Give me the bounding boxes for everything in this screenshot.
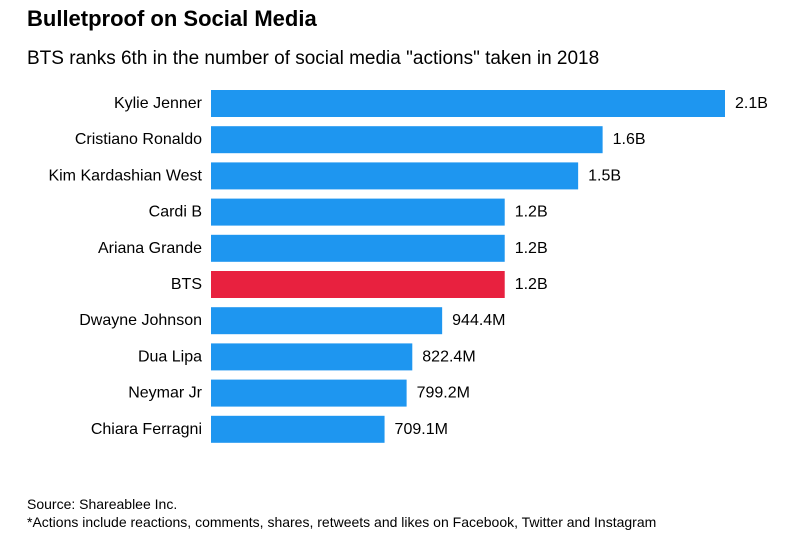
bar — [211, 162, 579, 190]
bar — [211, 234, 505, 262]
bar — [211, 126, 603, 154]
bar — [211, 415, 385, 443]
bar — [211, 198, 505, 226]
category-label: Neymar Jr — [128, 385, 202, 402]
chart-footer: Source: Shareablee Inc. *Actions include… — [27, 495, 656, 531]
chart-subtitle: BTS ranks 6th in the number of social me… — [27, 48, 600, 69]
bar — [211, 379, 407, 407]
bar — [211, 343, 413, 371]
bar — [211, 90, 725, 117]
value-label: 822.4M — [422, 348, 475, 365]
category-label: Dwayne Johnson — [79, 312, 202, 329]
category-label: Dua Lipa — [138, 348, 202, 365]
value-label: 1.2B — [515, 240, 548, 257]
value-label: 1.2B — [515, 204, 548, 221]
bar-chart: Kylie Jenner 2.1B Cristiano Ronaldo 1.6B Kim… — [48, 90, 768, 443]
chart-title: Bulletproof on Social Media — [27, 6, 317, 31]
footnote: *Actions include reactions, comments, sh… — [27, 514, 657, 530]
value-label: 1.2B — [515, 276, 548, 293]
value-label: 1.6B — [613, 131, 646, 148]
value-label: 944.4M — [452, 312, 505, 329]
category-label: Cardi B — [149, 204, 202, 221]
value-label: 799.2M — [417, 385, 470, 402]
category-label: Ariana Grande — [98, 240, 202, 257]
category-label: Cristiano Ronaldo — [75, 131, 202, 148]
category-label: Kim Kardashian West — [48, 167, 202, 184]
bar — [211, 307, 443, 335]
category-label: BTS — [171, 276, 202, 293]
category-label: Kylie Jenner — [114, 95, 203, 112]
value-label: 1.5B — [588, 167, 621, 184]
source-note: Source: Shareablee Inc. — [27, 496, 178, 512]
category-label: Chiara Ferragni — [91, 421, 202, 438]
bar — [211, 271, 505, 298]
value-label: 2.1B — [735, 95, 768, 112]
value-label: 709.1M — [395, 421, 448, 438]
